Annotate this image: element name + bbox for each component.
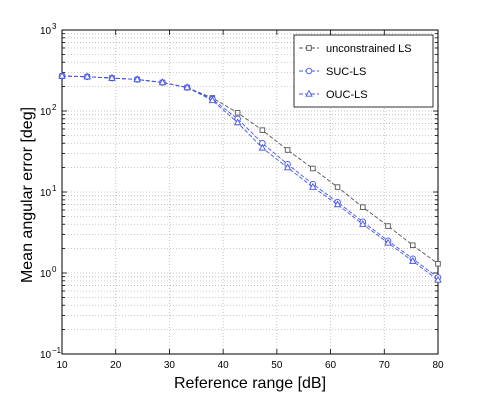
- legend-entry: OUC-LS: [299, 89, 368, 101]
- y-tick-label-exponent: 0: [52, 265, 57, 274]
- y-tick-label-exponent: −1: [52, 346, 62, 355]
- y-tick-label: 10: [40, 350, 52, 361]
- y-tick-label: 10: [40, 188, 52, 199]
- data-point-triangle: [305, 89, 313, 97]
- data-point-triangle: [359, 219, 367, 227]
- legend-label: OUC-LS: [326, 89, 368, 101]
- x-tick-label: 70: [379, 360, 391, 371]
- y-tick-label-exponent: 3: [52, 22, 57, 31]
- data-point-triangle: [384, 238, 392, 246]
- x-axis-label: Reference range [dB]: [174, 375, 326, 392]
- data-point-circle: [305, 67, 313, 75]
- data-point-square: [310, 165, 316, 172]
- y-tick-label-exponent: 1: [52, 184, 57, 193]
- x-tick-label: 20: [110, 360, 122, 371]
- data-point-triangle: [233, 118, 242, 126]
- data-point-triangle: [434, 275, 442, 283]
- data-point-triangle: [309, 182, 317, 190]
- legend-entry: unconstrained LS: [299, 43, 412, 55]
- data-point-triangle: [283, 163, 292, 171]
- data-point-square: [306, 45, 312, 51]
- data-point-square: [284, 147, 291, 153]
- data-point-triangle: [408, 256, 417, 264]
- legend: unconstrained LS SUC-LS OUC-LS: [293, 34, 434, 108]
- series-group: [58, 71, 442, 283]
- data-point-triangle: [183, 83, 191, 91]
- x-tick-label: 40: [218, 360, 230, 371]
- series-2: [58, 71, 442, 283]
- x-tick-label: 60: [325, 360, 337, 371]
- data-point-triangle: [133, 75, 141, 83]
- data-point-square: [385, 223, 391, 229]
- data-point-square: [259, 127, 266, 133]
- legend-entry: SUC-LS: [299, 66, 366, 78]
- data-point-triangle: [333, 200, 342, 208]
- y-tick-label: 10: [40, 269, 52, 280]
- x-tick-label: 30: [164, 360, 176, 371]
- data-point-square: [435, 261, 441, 267]
- data-point-triangle: [208, 96, 217, 104]
- data-point-triangle: [108, 73, 116, 81]
- legend-label: unconstrained LS: [326, 43, 412, 55]
- y-tick-label: 10: [40, 107, 52, 118]
- x-tick-label: 10: [56, 360, 68, 371]
- data-point-square: [334, 184, 341, 190]
- data-point-square: [234, 110, 241, 116]
- data-point-square: [410, 242, 416, 249]
- legend-label: SUC-LS: [326, 66, 366, 78]
- x-tick-label: 80: [432, 360, 444, 371]
- series-line: [61, 75, 439, 281]
- y-tick-label: 10: [40, 26, 52, 37]
- y-axis-label: Mean angular error [deg]: [19, 107, 36, 283]
- data-point-triangle: [83, 72, 92, 80]
- data-point-triangle: [258, 143, 267, 151]
- x-tick-label: 50: [271, 360, 283, 371]
- data-point-triangle: [158, 78, 167, 86]
- data-point-square: [360, 204, 366, 210]
- y-tick-label-exponent: 2: [52, 103, 57, 112]
- data-point-triangle: [58, 71, 66, 79]
